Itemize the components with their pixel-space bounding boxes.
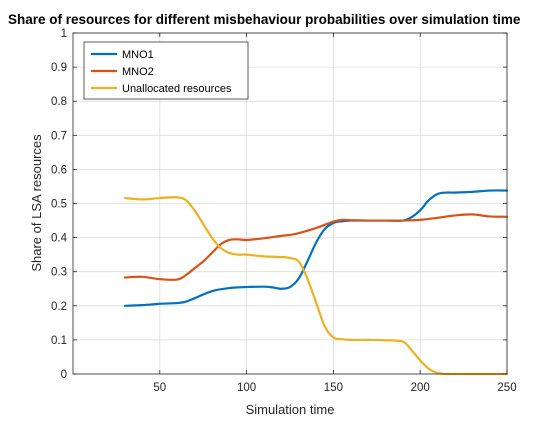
x-tick-label: 150 <box>324 382 343 394</box>
legend-items: MNO1 MNO2 Unallocated resources <box>91 49 232 95</box>
series-line-mno2 <box>123 213 509 281</box>
y-tick-label: 0.9 <box>51 62 67 74</box>
y-tick-label: 0.7 <box>51 130 67 142</box>
series-lines <box>123 189 509 376</box>
axes <box>72 32 508 375</box>
y-tick-label: 0.2 <box>51 301 67 313</box>
x-axis-label: Simulation time <box>246 402 335 417</box>
y-tick-label: 0.4 <box>51 233 68 245</box>
legend-label-unallocated-resources: Unallocated resources <box>122 83 232 95</box>
chart-title: Share of resources for different misbeha… <box>8 12 521 27</box>
y-tick-label: 0.1 <box>51 335 67 347</box>
x-tick-label: 50 <box>153 382 166 394</box>
y-tick-label: 0.6 <box>51 164 67 176</box>
y-tick-label: 0 <box>61 369 67 381</box>
x-tick-label: 250 <box>497 382 516 394</box>
y-axis-label: Share of LSA resources <box>29 134 44 272</box>
y-tick-label: 0.5 <box>51 199 67 211</box>
x-tick-label: 200 <box>411 382 430 394</box>
y-tick-label: 0.8 <box>51 96 67 108</box>
x-tick-label: 100 <box>237 382 256 394</box>
x-tick-labels: 50 100 150 200 250 <box>153 382 516 394</box>
legend-label-mno2: MNO2 <box>122 66 154 78</box>
series-line-mno1 <box>123 189 509 307</box>
y-tick-labels: 0 0.1 0.2 0.3 0.4 0.5 0.6 0.7 0.8 0.9 1 <box>51 28 68 381</box>
legend-label-mno1: MNO1 <box>122 49 154 61</box>
series-line-unallocated-resources <box>123 196 509 376</box>
legend: MNO1 MNO2 Unallocated resources <box>83 41 249 100</box>
y-tick-label: 1 <box>61 28 67 40</box>
y-tick-label: 0.3 <box>51 267 67 279</box>
